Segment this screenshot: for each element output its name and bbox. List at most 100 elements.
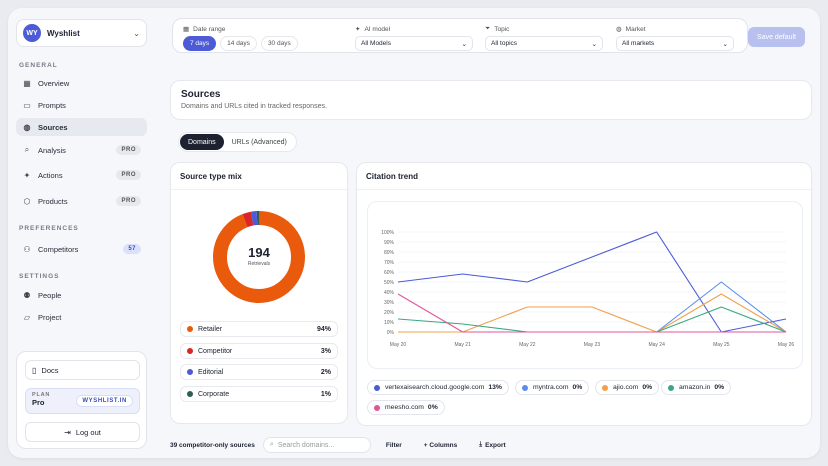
search-domains[interactable]: ⌕ Search domains... — [262, 437, 371, 453]
topic-select[interactable]: All topics ⌄ — [485, 36, 603, 51]
legend-dot — [187, 348, 193, 354]
legend-chip-amazon[interactable]: amazon.in 0% — [661, 380, 732, 395]
x-tick-label: May 25 — [713, 342, 730, 348]
chevron-down-icon: ⌄ — [133, 28, 140, 38]
citation-trend-title: Citation trend — [366, 172, 418, 181]
x-tick-label: May 22 — [519, 342, 536, 348]
chip-value: 0% — [427, 404, 438, 411]
section-preferences: PREFERENCES — [19, 225, 79, 232]
legend-chip-vertexaisearch[interactable]: vertexaisearch.cloud.google.com 13% — [367, 380, 509, 395]
sidebar-item-actions[interactable]: ✦ Actions PRO — [16, 166, 147, 184]
sidebar-item-competitors[interactable]: ⚇ Competitors 57 — [16, 240, 147, 258]
columns-button[interactable]: + Columns — [423, 441, 458, 449]
sidebar-item-label: Project — [38, 312, 62, 322]
legend-value: 1% — [320, 390, 331, 398]
chip-name: ajio.com — [613, 384, 639, 391]
section-settings: SETTINGS — [19, 273, 60, 280]
sidebar-item-project[interactable]: ▱ Project — [16, 308, 147, 326]
citation-trend-card: Citation trend 0% 10% 20% 30% 40% 50% 60% 70% 80… — [356, 162, 812, 426]
legend-dot — [187, 326, 193, 332]
export-button[interactable]: ⤓ Export — [472, 438, 512, 452]
sparkle-icon: ✦ — [23, 170, 31, 180]
sidebar: WY Wyshlist ⌄ GENERAL ▦ Overview ▭ Promp… — [8, 8, 158, 458]
source-row-competitor: Competitor 3% — [180, 343, 338, 359]
ai-model-label: AI model — [364, 25, 391, 33]
source-mix-title: Source type mix — [180, 172, 242, 181]
tab-urls-advanced[interactable]: URLs (Advanced) — [231, 138, 287, 146]
sidebar-item-label: Actions — [38, 170, 63, 180]
date-pill-14[interactable]: 14 days — [220, 36, 257, 51]
sidebar-item-label: People — [38, 290, 62, 300]
competitor-sources-count: 39 competitor-only sources — [170, 441, 255, 449]
ai-model-filter: ✦ AI model All Models ⌄ — [355, 25, 473, 51]
legend-dot — [187, 369, 193, 375]
citation-trend-chart: 0% 10% 20% 30% 40% 50% 60% 70% 80% 90% 100% May 20 M… — [381, 230, 795, 348]
chip-name: vertexaisearch.cloud.google.com — [385, 384, 485, 391]
logout-button[interactable]: ⇥ Log out — [25, 422, 140, 442]
sidebar-item-people[interactable]: ⚉ People — [16, 286, 147, 304]
legend-value: 94% — [316, 325, 331, 333]
plan-label: PLAN — [32, 392, 51, 398]
docs-button[interactable]: ▯ Docs — [25, 360, 140, 380]
sidebar-item-label: Products — [38, 196, 68, 206]
chip-value: 0% — [572, 384, 583, 391]
workspace-switcher[interactable]: WY Wyshlist ⌄ — [16, 19, 147, 47]
plan-name: Pro — [32, 398, 45, 407]
globe-icon: ◍ — [616, 26, 622, 33]
sparkle-icon: ✦ — [355, 26, 361, 33]
sidebar-item-sources[interactable]: ◍ Sources — [16, 118, 147, 136]
filter-button[interactable]: Filter — [385, 441, 402, 449]
docs-label: Docs — [41, 365, 59, 375]
source-row-editorial: Editorial 2% — [180, 364, 338, 380]
y-tick-label: 0% — [387, 330, 395, 336]
plan-site: WYSHLIST.IN — [76, 395, 133, 407]
sidebar-item-label: Prompts — [38, 100, 66, 110]
legend-dot — [668, 384, 674, 391]
users-icon: ⚇ — [23, 244, 31, 254]
main-content: ▦ Date range 7 days 14 days 30 days ✦ AI m… — [158, 8, 820, 458]
chip-name: meesho.com — [385, 404, 424, 411]
globe-icon: ◍ — [23, 122, 31, 132]
legend-chip-meesho[interactable]: meesho.com 0% — [367, 400, 445, 415]
person-icon: ⚉ — [23, 290, 31, 300]
y-tick-label: 50% — [384, 280, 395, 286]
x-tick-label: May 26 — [778, 342, 795, 348]
date-pill-30[interactable]: 30 days — [260, 36, 298, 51]
logout-label: Log out — [75, 427, 101, 437]
donut-chart — [213, 211, 305, 303]
legend-value: 2% — [320, 368, 331, 376]
legend-chip-ajio[interactable]: ajio.com 0% — [595, 380, 660, 395]
export-label: Export — [485, 441, 506, 449]
x-tick-label: May 23 — [584, 342, 601, 348]
sidebar-item-label: Competitors — [38, 244, 79, 254]
search-input[interactable]: Search domains... — [277, 441, 335, 449]
sidebar-item-label: Overview — [38, 78, 70, 88]
section-general: GENERAL — [19, 62, 58, 69]
tab-domains[interactable]: Domains — [180, 134, 224, 150]
legend-chip-myntra[interactable]: myntra.com 0% — [515, 380, 590, 395]
search-icon: ⌕ — [24, 145, 30, 154]
sidebar-item-prompts[interactable]: ▭ Prompts — [16, 96, 147, 114]
page-subtitle: Domains and URLs cited in tracked respon… — [181, 103, 327, 110]
save-default-button[interactable]: Save default — [748, 27, 805, 47]
legend-name: Retailer — [198, 325, 223, 333]
y-tick-label: 10% — [384, 320, 395, 326]
date-pill-7[interactable]: 7 days — [183, 36, 217, 51]
search-icon: ⌕ — [269, 441, 274, 448]
download-icon: ⤓ — [479, 441, 483, 448]
topic-value: All topics — [491, 40, 518, 47]
ai-model-value: All Models — [361, 40, 391, 47]
sidebar-item-overview[interactable]: ▦ Overview — [16, 74, 147, 92]
chip-value: 13% — [488, 384, 502, 391]
source-row-corporate: Corporate 1% — [180, 386, 338, 402]
sidebar-item-analysis[interactable]: ⌕ Analysis PRO — [16, 141, 147, 159]
divider — [357, 189, 811, 190]
sidebar-item-products[interactable]: ⬡ Products PRO — [16, 192, 147, 210]
sidebar-item-label: Sources — [38, 122, 68, 132]
ai-model-select[interactable]: All Models ⌄ — [355, 36, 473, 51]
pro-badge: PRO — [116, 145, 141, 155]
app-window: WY Wyshlist ⌄ GENERAL ▦ Overview ▭ Promp… — [8, 8, 820, 458]
market-select[interactable]: All markets ⌄ — [616, 36, 734, 51]
sidebar-footer: ▯ Docs PLAN Pro WYSHLIST.IN ⇥ Log out — [16, 351, 147, 449]
chip-name: myntra.com — [533, 384, 569, 391]
